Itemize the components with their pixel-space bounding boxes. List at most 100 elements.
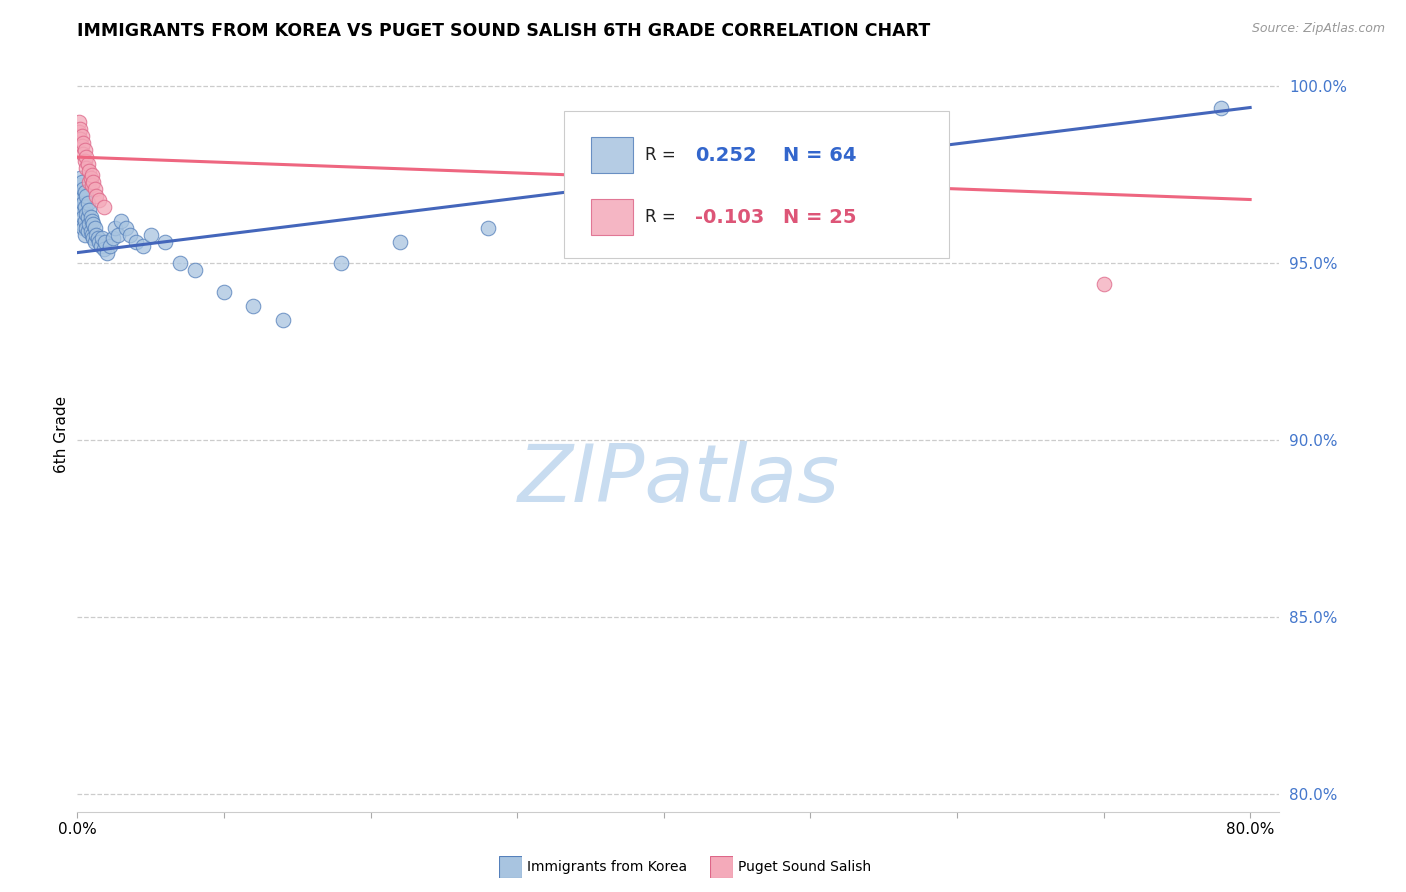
Point [75,161,97,175]
Point [67,178,90,193]
Point [69,171,91,186]
Point [330,256,353,270]
Point [212,285,235,299]
Point [82,175,104,189]
Point [76,224,98,238]
Point [70,203,93,218]
Point [84,235,107,249]
Point [120,227,142,242]
Point [82,217,104,231]
Point [107,227,129,242]
Point [73,213,96,227]
Point [72,196,94,211]
Point [77,203,100,218]
Point [72,182,94,196]
Text: Source: ZipAtlas.com: Source: ZipAtlas.com [1251,22,1385,36]
Point [80,213,103,227]
Bar [591,137,633,173]
Point [79,224,101,238]
Text: 0.252: 0.252 [695,145,756,165]
Point [93,242,115,256]
Text: Puget Sound Salish: Puget Sound Salish [738,860,872,874]
Point [69,186,91,200]
Y-axis label: 6th Grade: 6th Grade [53,396,69,474]
Point [70,189,93,203]
Point [70,175,93,189]
Point [76,211,98,225]
Point [82,231,104,245]
Point [77,175,100,189]
Bar [591,199,633,235]
Point [86,189,108,203]
Point [1092,277,1115,292]
Text: -0.103: -0.103 [695,208,765,227]
Point [84,220,107,235]
Point [72,136,94,150]
Point [477,220,499,235]
Point [73,200,96,214]
Point [73,186,96,200]
Point [183,263,205,277]
Point [101,231,124,245]
FancyBboxPatch shape [564,111,949,258]
Point [70,128,93,143]
Point [75,189,97,203]
Point [89,193,111,207]
Point [72,220,94,235]
Point [72,211,94,225]
Point [125,235,148,249]
Point [79,211,101,225]
Point [579,203,602,218]
Text: R =: R = [645,208,681,227]
Point [67,125,90,139]
Point [93,200,115,214]
Point [75,220,97,235]
Point [70,217,93,231]
Text: ZIPatlas: ZIPatlas [517,441,839,519]
Point [80,227,103,242]
Text: N = 25: N = 25 [783,208,856,227]
Point [872,186,894,200]
Text: N = 64: N = 64 [783,145,856,165]
Point [110,213,132,227]
Point [114,220,136,235]
Point [73,227,96,242]
Point [94,235,117,249]
Point [90,238,112,252]
Point [76,157,98,171]
Point [139,227,162,242]
Point [80,178,103,193]
Point [67,189,90,203]
Point [77,217,100,231]
Point [76,196,98,211]
Point [69,132,91,146]
Point [682,200,704,214]
Point [87,231,110,245]
Point [75,150,97,164]
Point [89,235,111,249]
Text: Immigrants from Korea: Immigrants from Korea [527,860,688,874]
Point [67,114,90,128]
Point [69,200,91,214]
Point [84,182,107,196]
Point [69,121,91,136]
Point [132,238,155,252]
Point [72,146,94,161]
Point [96,245,118,260]
Point [73,153,96,168]
Point [169,256,191,270]
Point [86,227,108,242]
Point [70,139,93,153]
Point [155,235,177,249]
Point [98,238,121,252]
Point [1209,101,1232,115]
Point [271,313,294,327]
Point [73,143,96,157]
Point [77,164,100,178]
Point [75,207,97,221]
Point [242,299,264,313]
Point [91,231,114,245]
Point [388,235,411,249]
Point [79,171,101,186]
Point [104,220,127,235]
